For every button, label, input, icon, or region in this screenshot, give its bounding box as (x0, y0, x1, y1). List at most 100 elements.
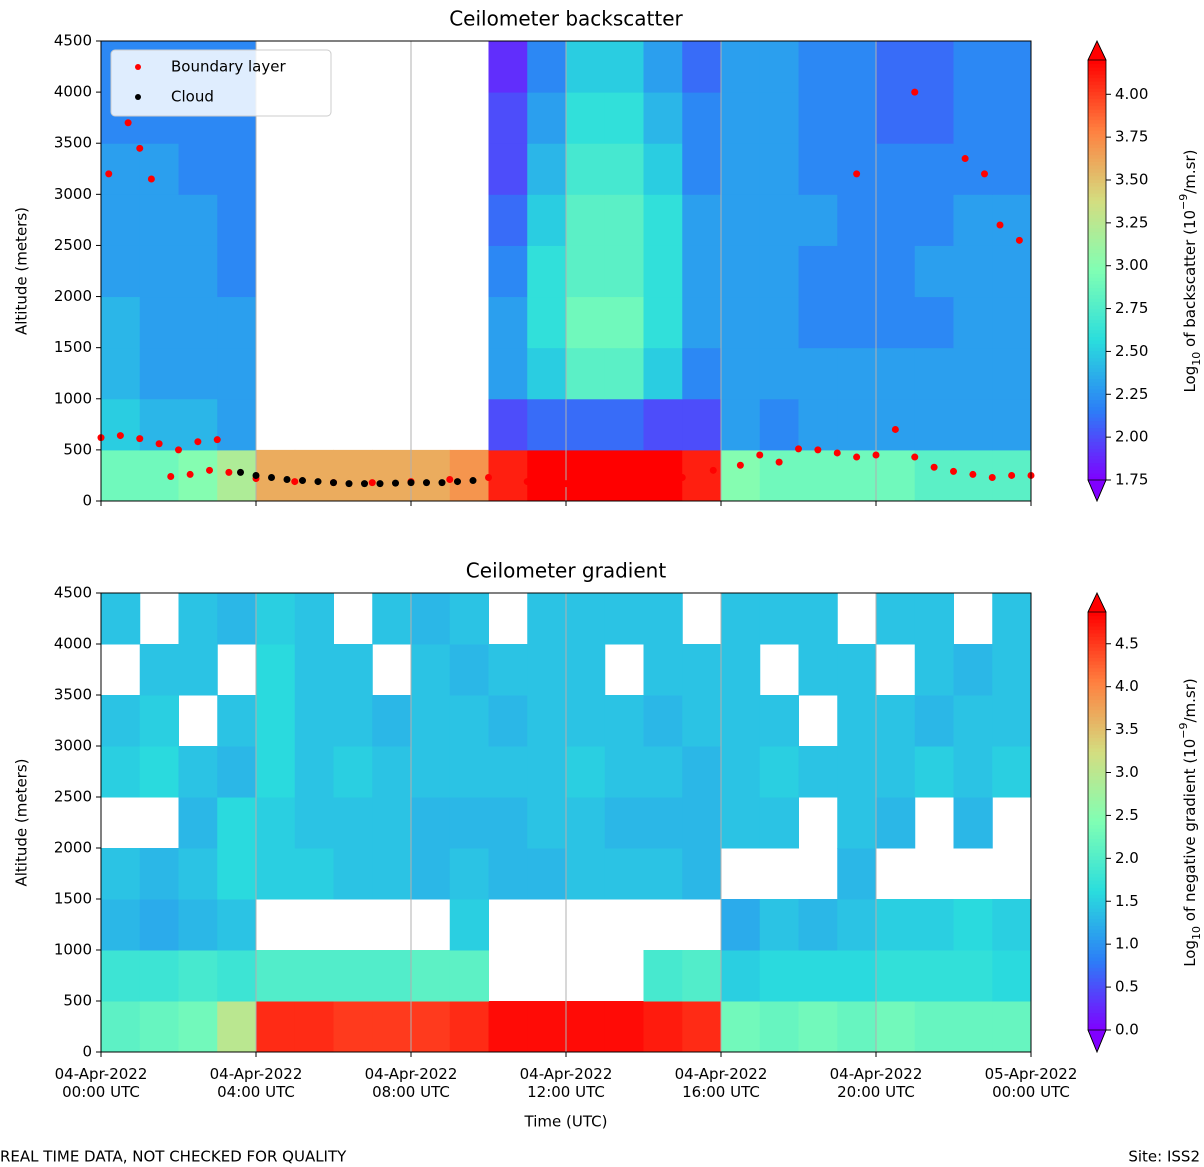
heatmap-cell (449, 449, 489, 502)
colorbar-swatch (1088, 448, 1106, 453)
heatmap-cell (333, 1001, 373, 1053)
heatmap-cell (798, 245, 838, 298)
scatter-point (136, 435, 144, 443)
colorbar-swatch (1088, 462, 1106, 467)
colorbar-swatch (1088, 455, 1106, 460)
heatmap-cell (488, 449, 528, 502)
heatmap-cell (294, 1001, 334, 1053)
scatter-point (961, 155, 969, 163)
colorbar-swatch (1088, 1023, 1106, 1028)
heatmap-cell (682, 194, 722, 246)
heatmap-cell (566, 143, 606, 195)
heatmap-cell (721, 449, 761, 502)
colorbar-tick-label: 1.0 (1115, 935, 1139, 953)
colorbar-swatch (1088, 824, 1106, 829)
scatter-point (194, 438, 202, 446)
scatter-point (891, 425, 899, 433)
colorbar-swatch (1088, 473, 1106, 478)
y-tick-label: 1000 (54, 941, 92, 959)
colorbar-swatch (1088, 789, 1106, 794)
heatmap-cell (488, 746, 528, 798)
heatmap-cell (566, 398, 606, 451)
colorbar-swatch (1088, 911, 1106, 916)
heatmap-cell (604, 449, 644, 502)
heatmap-cell (682, 746, 722, 798)
colorbar-swatch (1088, 77, 1106, 82)
colorbar-swatch (1088, 399, 1106, 404)
colorbar-swatch (1088, 998, 1106, 1003)
colorbar-tick-label: 4.5 (1115, 634, 1139, 652)
colorbar-swatch (1088, 196, 1106, 201)
footer-note: REAL TIME DATA, NOT CHECKED FOR QUALITY (0, 1148, 347, 1166)
heatmap-cell (798, 347, 838, 400)
heatmap-cell (721, 593, 761, 645)
heatmap-cell (953, 194, 993, 246)
scatter-point (853, 453, 861, 461)
colorbar-swatch (1088, 768, 1106, 773)
colorbar-tick-label: 3.0 (1115, 763, 1139, 781)
colorbar-label: Log10 of negative gradient (10−9/m.sr) (1177, 678, 1203, 967)
colorbar-swatch (1088, 161, 1106, 166)
colorbar-swatch (1088, 646, 1106, 651)
heatmap-cell (178, 1001, 218, 1053)
colorbar-swatch (1088, 814, 1106, 819)
scatter-point (981, 170, 988, 178)
colorbar-swatch (1088, 263, 1106, 268)
colorbar-swatch (1088, 880, 1106, 885)
heatmap-cell (643, 797, 683, 849)
heatmap-cell (876, 950, 916, 1002)
heatmap-cell (488, 245, 528, 298)
colorbar-swatch (1088, 629, 1106, 634)
heatmap-cell (953, 695, 993, 747)
heatmap-cell (914, 644, 954, 696)
scatter-point (795, 445, 802, 453)
colorbar-swatch (1088, 869, 1106, 874)
heatmap-cell (953, 746, 993, 798)
heatmap-cell (604, 398, 644, 451)
heatmap-cell (333, 848, 373, 900)
colorbar-swatch (1088, 674, 1106, 679)
colorbar-swatch (1088, 859, 1106, 864)
heatmap-cell (449, 746, 489, 798)
scatter-point (167, 472, 175, 480)
colorbar-label-part: 10 (1190, 926, 1203, 940)
colorbar-swatch (1088, 984, 1106, 989)
heatmap-cell (837, 695, 877, 747)
heatmap-cell (566, 746, 606, 798)
colorbar-swatch (1088, 291, 1106, 296)
heatmap-cell (837, 398, 877, 451)
heatmap-cell (411, 797, 451, 849)
heatmap-cell (411, 1001, 451, 1053)
x-tick-label-line: 04-Apr-2022 (365, 1065, 458, 1083)
colorbar-swatch (1088, 622, 1106, 627)
y-tick-label: 2500 (54, 788, 92, 806)
heatmap-cell (604, 695, 644, 747)
heatmap-cell (876, 347, 916, 400)
colorbar-swatch (1088, 719, 1106, 725)
x-tick-label: 05-Apr-2022 00:00 UTC (985, 1065, 1078, 1101)
heatmap-cell (488, 695, 528, 747)
heatmap-cell (604, 194, 644, 246)
heatmap-cell (837, 1001, 877, 1053)
heatmap-cell (294, 797, 334, 849)
colorbar-swatch (1088, 650, 1106, 655)
colorbar-swatch (1088, 981, 1106, 986)
legend-marker (135, 94, 141, 100)
colorbar-tick-label: 3.5 (1115, 720, 1139, 738)
heatmap-cell (101, 950, 141, 1002)
heatmap-cell (527, 797, 567, 849)
y-tick-label: 2500 (54, 236, 92, 254)
scatter-point (872, 451, 880, 459)
colorbar-tick-label: 1.75 (1115, 471, 1148, 489)
heatmap-cell (953, 296, 993, 349)
colorbar-swatch (1088, 862, 1106, 867)
heatmap-cell (992, 899, 1032, 951)
colorbar-swatch (1088, 615, 1106, 620)
colorbar-swatch (1088, 60, 1106, 65)
colorbar-swatch (1088, 319, 1106, 324)
heatmap-cell (178, 644, 218, 696)
colorbar-swatch (1088, 758, 1106, 763)
heatmap-cell (759, 695, 799, 747)
colorbar-swatch (1088, 876, 1106, 881)
heatmap-cell (876, 245, 916, 298)
